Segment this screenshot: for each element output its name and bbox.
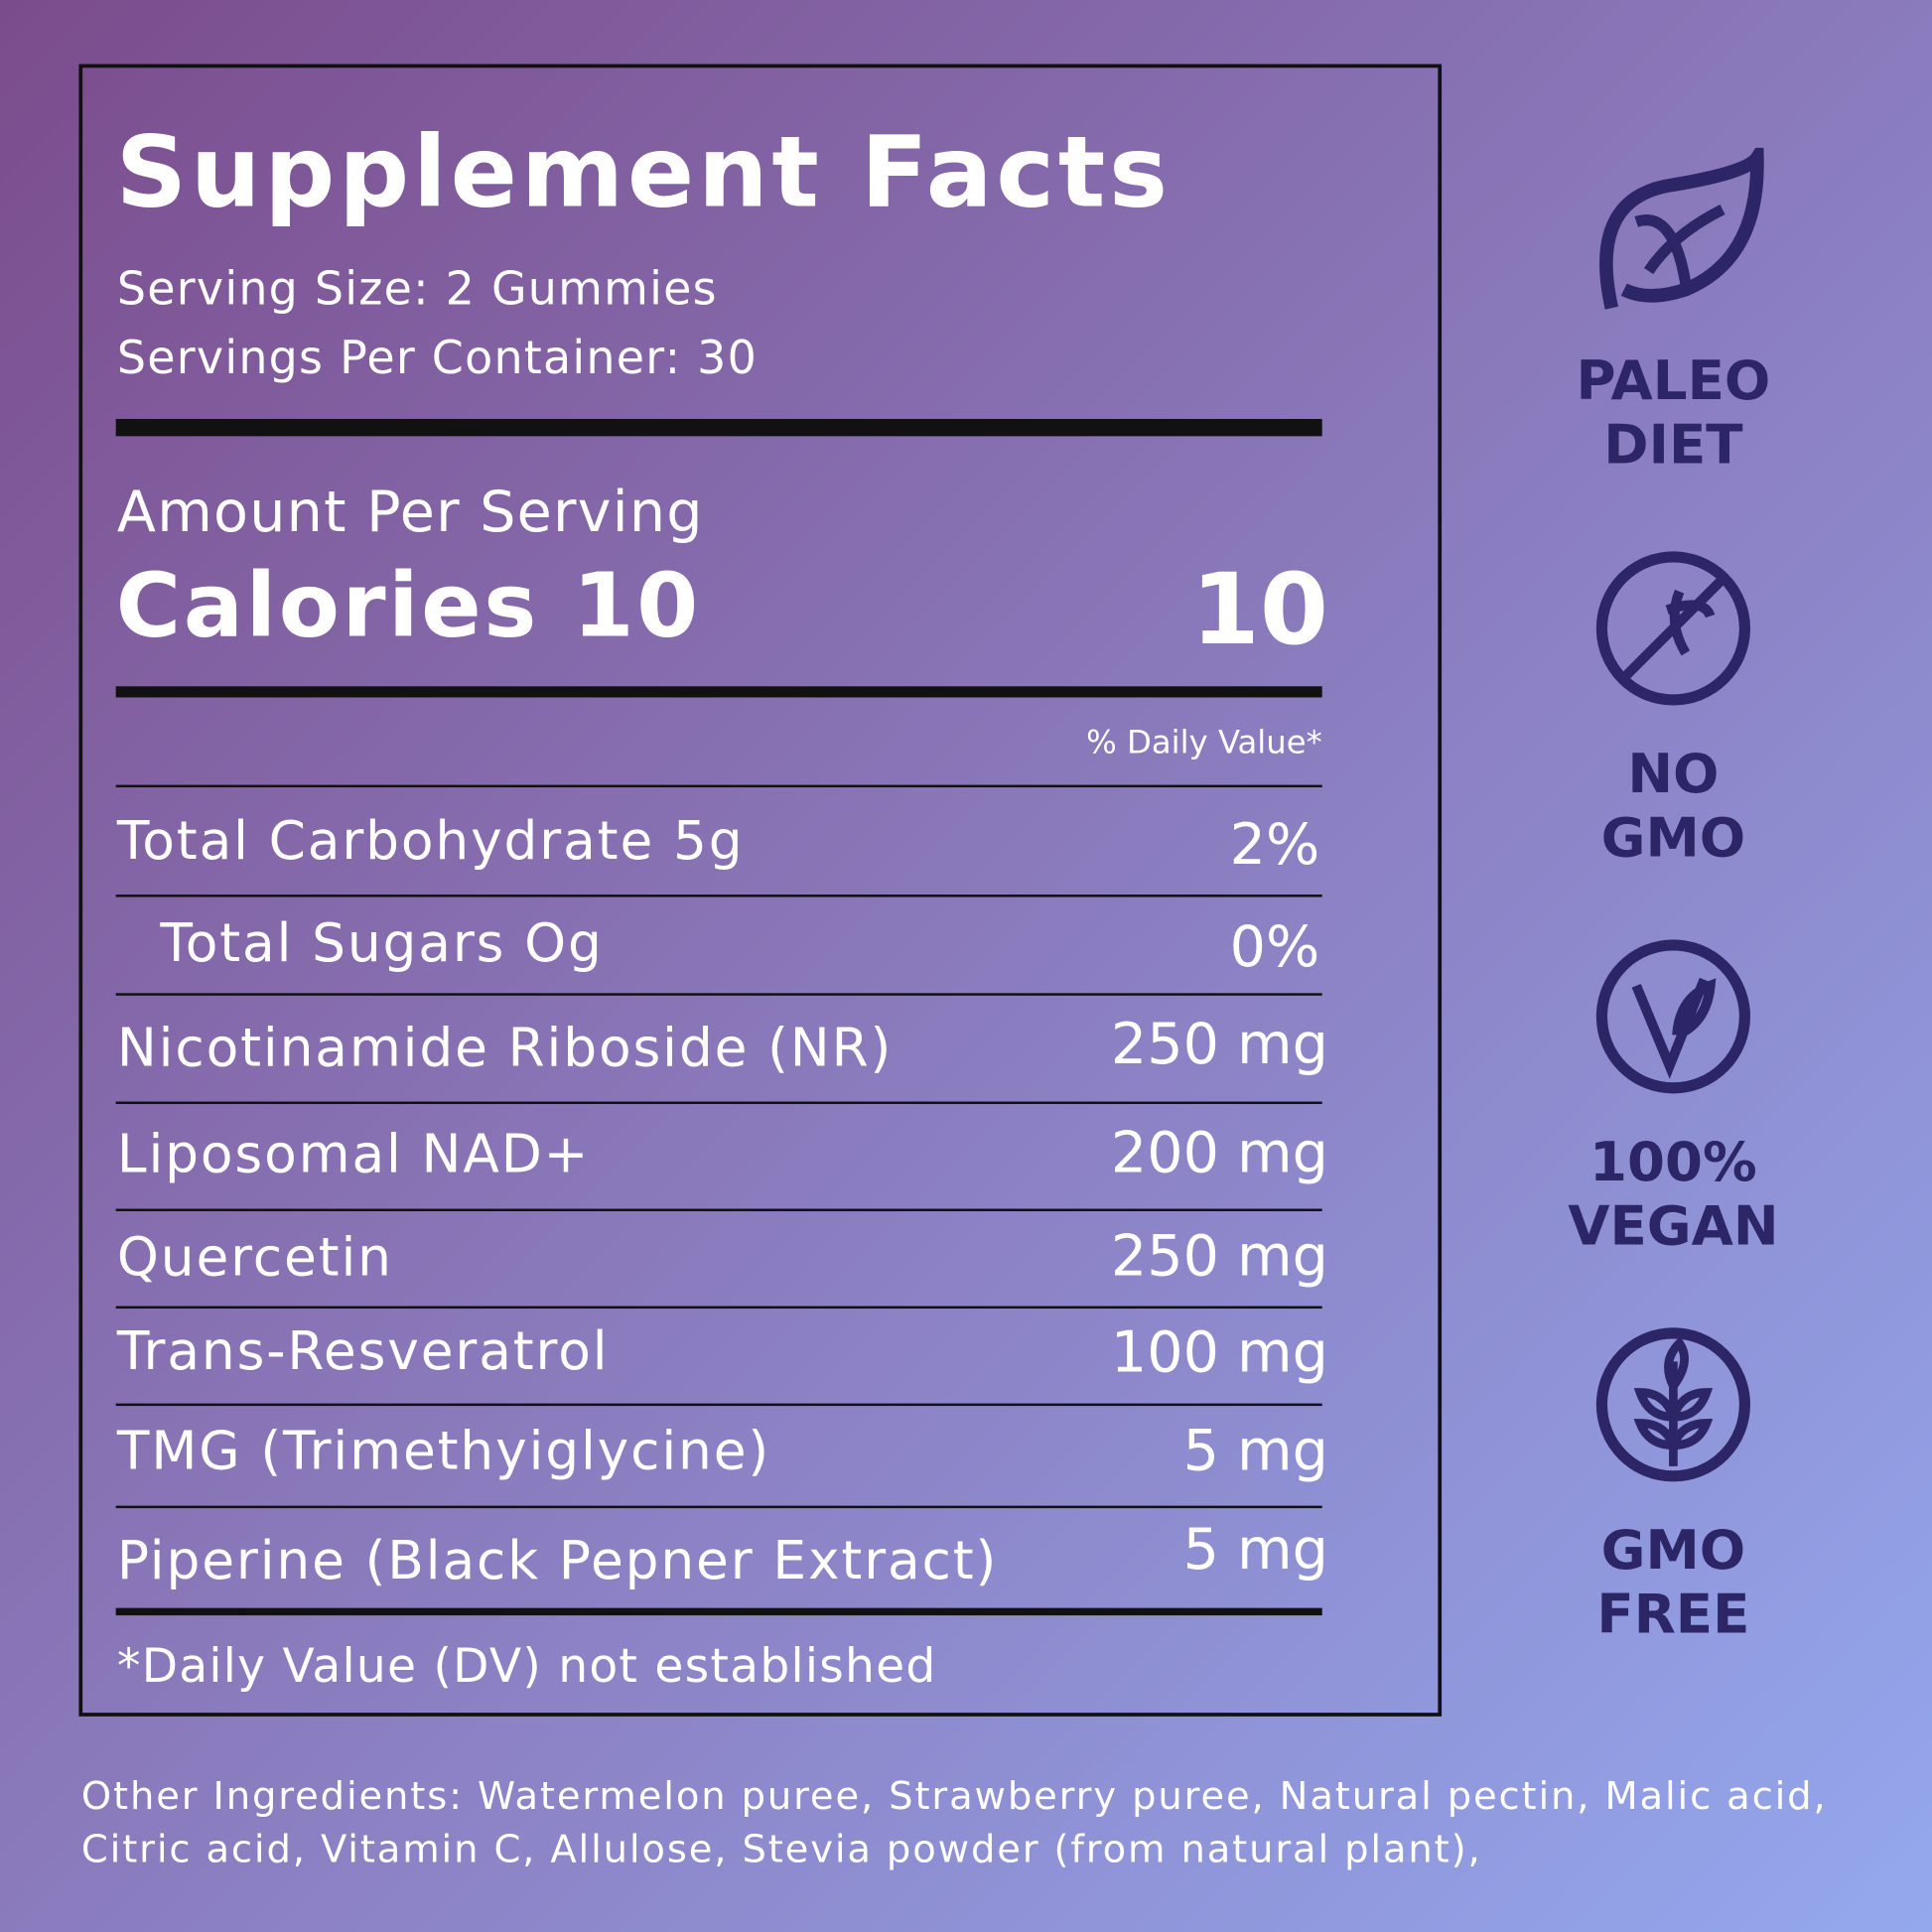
badge-text: NO: [1627, 743, 1720, 806]
calories-label: Calories 10: [115, 553, 701, 657]
row-amount: 5 mg: [1182, 1515, 1328, 1583]
servings-per-container: Servings Per Container: 30: [116, 331, 759, 385]
badge: GMO FREE: [1550, 1324, 1796, 1647]
thick-rule: [115, 418, 1322, 437]
badge-text: VEGAN: [1568, 1194, 1779, 1259]
row-divider: [115, 784, 1322, 788]
row-divider: [115, 1101, 1322, 1105]
rule: [115, 1607, 1322, 1616]
row-name: Nicotinamide Riboside (NR): [116, 1018, 894, 1080]
gmo-free-icon: [1595, 1327, 1750, 1482]
row-name: Piperine (Black Pepner Extract): [116, 1530, 999, 1592]
row-divider: [115, 993, 1322, 996]
vegan-icon: [1595, 939, 1750, 1094]
badge-text: GMO: [1600, 806, 1746, 871]
row-divider: [115, 1403, 1322, 1407]
row-amount: 0%: [1229, 912, 1320, 980]
no-gmo-icon: [1595, 551, 1750, 706]
footnote: *Daily Value (DV) not established: [116, 1638, 937, 1694]
row-name: Trans-Resveratrol: [116, 1320, 610, 1383]
badge-text: 100%: [1589, 1131, 1757, 1194]
facts-box: [78, 64, 1443, 1717]
row-amount: 5 mg: [1182, 1417, 1328, 1484]
other-ingredients: Other Ingredients: Watermelon puree, Str…: [80, 1774, 1828, 1872]
title: Supplement Facts: [115, 114, 1172, 229]
row-amount: 2%: [1229, 810, 1320, 878]
daily-value-header: % Daily Value*: [1086, 724, 1322, 761]
row-divider: [115, 1208, 1322, 1212]
row-name: Liposomal NAD+: [116, 1123, 591, 1185]
leaf-icon: [1599, 147, 1764, 310]
row-name: Total Sugars Og: [160, 912, 604, 975]
badge-text: GMO: [1600, 1519, 1746, 1583]
serving-size: Serving Size: 2 Gummies: [116, 262, 718, 316]
row-amount: 250 mg: [1110, 1222, 1328, 1290]
amount-per-serving: Amount Per Serving: [116, 478, 704, 545]
badge: NO GMO: [1550, 548, 1796, 871]
row-divider: [115, 1505, 1322, 1509]
calories-value: 10: [1190, 552, 1328, 667]
row-amount: 200 mg: [1110, 1118, 1328, 1185]
row-divider: [115, 895, 1322, 897]
badge: 100% VEGAN: [1550, 936, 1796, 1259]
badge-text: FREE: [1596, 1583, 1750, 1647]
badge: PALEO DIET: [1550, 147, 1796, 479]
row-name: Quercetin: [116, 1227, 393, 1290]
rule: [115, 686, 1322, 698]
row-amount: 100 mg: [1110, 1317, 1328, 1385]
badge-text: PALEO: [1576, 349, 1771, 413]
row-name: TMG (Trimethyiglycine): [116, 1420, 771, 1483]
badge-text: DIET: [1603, 414, 1743, 478]
row-divider: [115, 1306, 1322, 1310]
row-name: Total Carbohydrate 5g: [116, 810, 745, 873]
row-amount: 250 mg: [1110, 1010, 1328, 1077]
